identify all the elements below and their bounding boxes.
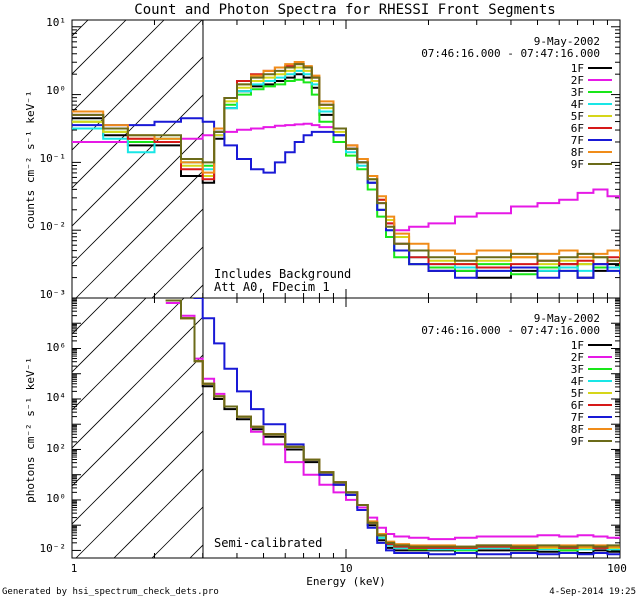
series-line-3f bbox=[165, 299, 620, 552]
hatch-line bbox=[72, 20, 127, 75]
hatch-line bbox=[72, 20, 203, 151]
bottom-y-tick-label: 10⁶ bbox=[46, 341, 66, 354]
bottom-date: 9-May-2002 bbox=[534, 312, 600, 325]
legend-label-2f: 2F bbox=[571, 351, 584, 364]
hatch-line bbox=[0, 258, 110, 558]
hatch-line bbox=[228, 0, 528, 298]
footer-generated-by: Generated by hsi_spectrum_check_dets.pro bbox=[2, 587, 219, 597]
hatch-line bbox=[113, 468, 203, 558]
footer-timestamp: 4-Sep-2014 19:25 bbox=[549, 587, 636, 597]
series-line-8f bbox=[72, 61, 620, 259]
top-y-tick-label: 10⁰ bbox=[46, 84, 66, 97]
legend-label-1f: 1F bbox=[571, 62, 584, 75]
hatch-region-top bbox=[72, 0, 528, 298]
series-line-7f bbox=[193, 298, 620, 556]
series-line-6f bbox=[165, 299, 620, 549]
top-annotation-background: Includes Background bbox=[214, 267, 351, 281]
hatch-line bbox=[151, 506, 203, 558]
series-line-1f bbox=[165, 299, 620, 554]
top-annotation-attenuator: Att A0, FDecim 1 bbox=[214, 280, 330, 294]
hatch-line bbox=[113, 208, 203, 298]
legend-label-2f: 2F bbox=[571, 74, 584, 87]
legend-label-6f: 6F bbox=[571, 122, 584, 135]
series-line-1f bbox=[72, 73, 620, 279]
hatch-line bbox=[72, 20, 89, 37]
hatch-line bbox=[72, 392, 203, 525]
bottom-axis-ticks bbox=[71, 297, 621, 558]
bottom-y-axis-label: photons cm⁻² s⁻¹ keV⁻¹ bbox=[24, 357, 37, 503]
series-line-5f bbox=[72, 66, 620, 266]
x-tick-label: 100 bbox=[607, 562, 627, 575]
hatch-line bbox=[72, 56, 203, 189]
hatch-line bbox=[72, 132, 203, 265]
hatch-line bbox=[75, 430, 203, 558]
hatch-line bbox=[75, 170, 203, 298]
series-line-9f bbox=[72, 63, 620, 262]
bottom-time-range: 07:46:16.000 - 07:47:16.000 bbox=[421, 324, 600, 337]
hatch-line bbox=[72, 94, 203, 227]
hatch-line bbox=[342, 258, 640, 558]
x-tick-label: 10 bbox=[339, 562, 352, 575]
bottom-series-group bbox=[165, 298, 620, 556]
legend-label-8f: 8F bbox=[571, 423, 584, 436]
bottom-y-tick-label: 10⁻² bbox=[40, 542, 67, 555]
top-axis-ticks bbox=[71, 20, 621, 299]
bottom-y-tick-label: 10⁴ bbox=[46, 391, 66, 404]
bottom-y-tick-label: 10² bbox=[46, 442, 66, 455]
legend-label-3f: 3F bbox=[571, 86, 584, 99]
series-line-5f bbox=[165, 299, 620, 549]
legend-label-6f: 6F bbox=[571, 399, 584, 412]
series-line-4f bbox=[72, 69, 620, 272]
legend-label-7f: 7F bbox=[571, 134, 584, 147]
hatch-line bbox=[72, 298, 147, 373]
series-line-8f bbox=[165, 299, 620, 548]
legend-label-5f: 5F bbox=[571, 110, 584, 123]
hatch-line bbox=[189, 544, 203, 558]
top-y-tick-label: 10⁻³ bbox=[40, 288, 67, 301]
legend-label-9f: 9F bbox=[571, 435, 584, 448]
legend-label-7f: 7F bbox=[571, 411, 584, 424]
hatch-line bbox=[228, 258, 528, 558]
x-axis-label: Energy (keV) bbox=[306, 575, 385, 588]
legend-label-1f: 1F bbox=[571, 339, 584, 352]
series-line-9f bbox=[165, 299, 620, 548]
hatch-line bbox=[72, 298, 185, 411]
chart-title: Count and Photon Spectra for RHESSI Fron… bbox=[134, 2, 555, 18]
bottom-annotation-calibration: Semi-calibrated bbox=[214, 536, 322, 550]
top-y-axis-label: counts cm⁻² s⁻¹ keV⁻¹ bbox=[24, 90, 37, 229]
top-y-tick-label: 10⁻¹ bbox=[40, 152, 67, 165]
legend-label-4f: 4F bbox=[571, 98, 584, 111]
top-series-group bbox=[72, 61, 620, 279]
series-line-4f bbox=[165, 299, 620, 551]
bottom-plot-frame bbox=[71, 297, 621, 559]
x-tick-label: 1 bbox=[71, 562, 78, 575]
series-line-6f bbox=[72, 63, 620, 269]
top-date: 9-May-2002 bbox=[534, 35, 600, 48]
top-y-tick-label: 10⁻² bbox=[40, 220, 67, 233]
hatch-line bbox=[72, 298, 109, 335]
legend-label-4f: 4F bbox=[571, 375, 584, 388]
legend-label-9f: 9F bbox=[571, 158, 584, 171]
hatch-region-bottom bbox=[0, 258, 640, 558]
legend-label-5f: 5F bbox=[571, 387, 584, 400]
hatch-line bbox=[72, 20, 165, 113]
bottom-y-tick-label: 10⁰ bbox=[46, 492, 66, 505]
top-y-tick-label: 10¹ bbox=[46, 16, 66, 29]
top-time-range: 07:46:16.000 - 07:47:16.000 bbox=[421, 47, 600, 60]
series-line-2f bbox=[165, 302, 620, 541]
series-line-3f bbox=[72, 78, 620, 276]
hatch-line bbox=[189, 284, 203, 298]
hatch-line bbox=[151, 246, 203, 298]
hatch-line bbox=[72, 316, 203, 449]
hatch-line bbox=[72, 354, 203, 487]
hatch-line bbox=[266, 258, 566, 558]
legend-label-8f: 8F bbox=[571, 146, 584, 159]
legend-label-3f: 3F bbox=[571, 363, 584, 376]
